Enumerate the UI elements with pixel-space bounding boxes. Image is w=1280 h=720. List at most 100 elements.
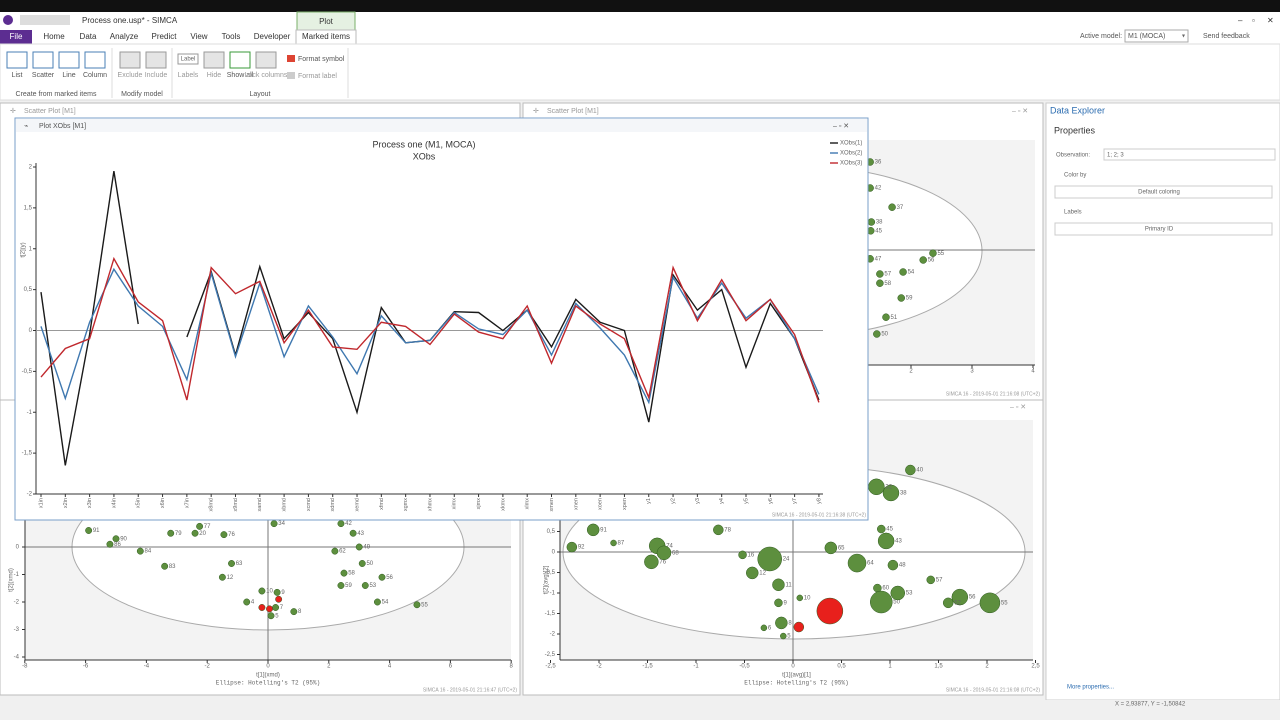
point[interactable] <box>191 529 199 537</box>
point[interactable] <box>273 588 281 596</box>
point[interactable] <box>267 612 275 620</box>
format-symbol[interactable]: Format symbol <box>298 56 345 63</box>
point[interactable] <box>610 539 617 547</box>
point[interactable] <box>275 595 283 603</box>
point[interactable] <box>796 594 804 602</box>
point[interactable] <box>85 527 93 534</box>
point[interactable] <box>873 330 881 338</box>
window-buttons[interactable]: – ▫ ✕ <box>1012 108 1028 115</box>
ribbon-icon[interactable] <box>84 51 106 69</box>
point[interactable] <box>196 522 204 530</box>
tab[interactable]: Tools <box>222 32 241 41</box>
point[interactable] <box>876 279 884 287</box>
file-tab[interactable] <box>0 30 32 44</box>
point[interactable] <box>586 523 600 537</box>
point[interactable] <box>870 590 893 614</box>
ribbon-button-label[interactable]: Hide <box>207 72 222 79</box>
point[interactable] <box>337 520 345 528</box>
point[interactable] <box>774 598 783 608</box>
point[interactable] <box>824 541 838 555</box>
point[interactable] <box>919 256 927 264</box>
point[interactable] <box>847 553 867 573</box>
point[interactable] <box>887 559 899 571</box>
point[interactable] <box>897 294 905 302</box>
point[interactable] <box>373 598 381 606</box>
point[interactable] <box>876 270 884 278</box>
tab[interactable]: Analyze <box>110 32 139 41</box>
point[interactable] <box>243 598 251 606</box>
point[interactable] <box>746 566 759 580</box>
point[interactable] <box>270 520 278 528</box>
ribbon-button-label[interactable]: Column <box>83 72 107 79</box>
point[interactable] <box>942 597 954 609</box>
tab[interactable]: File <box>10 32 23 41</box>
observation-box[interactable] <box>1103 148 1276 161</box>
point[interactable] <box>413 601 421 609</box>
point[interactable] <box>888 203 896 211</box>
point[interactable] <box>793 621 805 633</box>
point[interactable] <box>877 524 886 534</box>
point[interactable] <box>218 573 226 581</box>
ribbon-icon[interactable] <box>6 51 28 69</box>
feedback[interactable]: Send feedback <box>1203 33 1250 40</box>
point[interactable] <box>228 560 235 567</box>
ribbon-button-label[interactable]: Include <box>145 72 168 79</box>
point[interactable] <box>757 546 782 572</box>
ribbon-icon[interactable] <box>203 51 225 69</box>
active-model-box[interactable] <box>1124 29 1189 43</box>
point[interactable] <box>220 531 228 539</box>
point[interactable] <box>890 585 906 601</box>
point[interactable] <box>713 524 724 536</box>
ribbon-button-label[interactable]: Scatter <box>32 72 55 79</box>
point[interactable] <box>349 529 357 537</box>
quick-access[interactable] <box>20 15 70 25</box>
point[interactable] <box>772 578 785 592</box>
ribbon-button-label[interactable]: Show all <box>227 72 254 79</box>
point[interactable] <box>877 532 895 550</box>
ribbon-icon[interactable] <box>229 51 251 69</box>
tab[interactable]: Predict <box>152 32 178 41</box>
ribbon-button-label[interactable]: List <box>12 72 23 79</box>
point[interactable] <box>780 632 787 640</box>
point[interactable] <box>760 624 768 632</box>
tab[interactable]: Marked items <box>302 32 350 41</box>
point[interactable] <box>290 608 298 616</box>
ribbon-icon[interactable] <box>119 51 141 69</box>
point[interactable] <box>331 547 339 555</box>
point[interactable] <box>905 464 916 476</box>
point[interactable] <box>882 484 900 502</box>
point[interactable] <box>112 535 120 543</box>
point[interactable] <box>272 604 280 611</box>
tab[interactable]: Data <box>80 32 97 41</box>
point[interactable] <box>161 562 169 570</box>
point[interactable] <box>355 543 363 551</box>
point[interactable] <box>258 604 266 611</box>
point[interactable] <box>775 616 788 630</box>
ribbon-icon[interactable] <box>255 51 277 69</box>
ribbon-button-label[interactable]: Lock columns <box>245 72 288 79</box>
point[interactable] <box>951 588 969 606</box>
point[interactable] <box>926 575 935 585</box>
point[interactable] <box>337 582 345 589</box>
ribbon-icon[interactable] <box>145 51 167 69</box>
point[interactable] <box>258 587 266 595</box>
point[interactable] <box>979 592 1001 614</box>
point[interactable] <box>656 545 672 561</box>
minimize[interactable]: – <box>1238 16 1243 25</box>
point[interactable] <box>882 313 890 321</box>
window-buttons[interactable]: – ▫ ✕ <box>833 123 849 130</box>
ribbon-icon[interactable] <box>58 51 80 69</box>
point[interactable] <box>167 529 175 537</box>
window-buttons[interactable]: – ▫ ✕ <box>1010 404 1026 411</box>
point[interactable] <box>378 573 386 581</box>
point[interactable] <box>867 218 876 226</box>
point[interactable] <box>816 597 844 625</box>
tab[interactable]: Developer <box>254 32 291 41</box>
point[interactable] <box>899 268 907 276</box>
ribbon-icon[interactable] <box>32 51 54 69</box>
labels-select[interactable] <box>1054 222 1273 236</box>
point[interactable] <box>361 582 369 589</box>
point[interactable] <box>738 550 747 560</box>
tab[interactable]: Home <box>43 32 65 41</box>
point[interactable] <box>868 478 885 496</box>
